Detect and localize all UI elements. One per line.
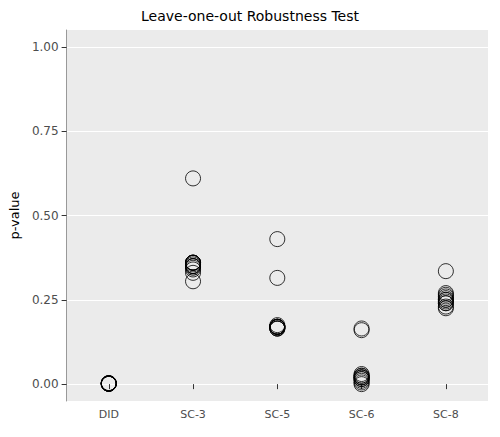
svg-text:SC-5: SC-5	[264, 408, 290, 421]
svg-text:DID: DID	[99, 408, 119, 421]
svg-text:SC-8: SC-8	[433, 408, 459, 421]
svg-text:SC-6: SC-6	[349, 408, 375, 421]
svg-text:0.50: 0.50	[32, 209, 59, 223]
svg-text:p-value: p-value	[7, 191, 22, 239]
svg-text:0.00: 0.00	[32, 377, 59, 391]
svg-text:0.25: 0.25	[32, 293, 59, 307]
svg-text:0.75: 0.75	[32, 124, 59, 138]
svg-text:SC-3: SC-3	[180, 408, 206, 421]
svg-text:1.00: 1.00	[32, 40, 59, 54]
svg-text:Leave-one-out Robustness Test: Leave-one-out Robustness Test	[141, 8, 360, 24]
